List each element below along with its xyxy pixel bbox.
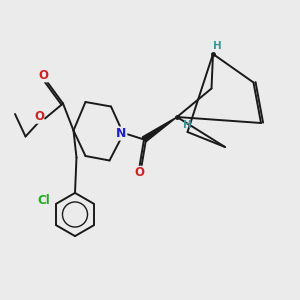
- Text: N: N: [116, 127, 127, 140]
- Text: O: O: [38, 69, 49, 82]
- Text: H: H: [213, 40, 222, 51]
- Text: H: H: [183, 120, 192, 130]
- Text: Cl: Cl: [37, 194, 50, 207]
- Text: O: O: [34, 110, 44, 124]
- Polygon shape: [142, 117, 177, 142]
- Text: O: O: [134, 166, 144, 179]
